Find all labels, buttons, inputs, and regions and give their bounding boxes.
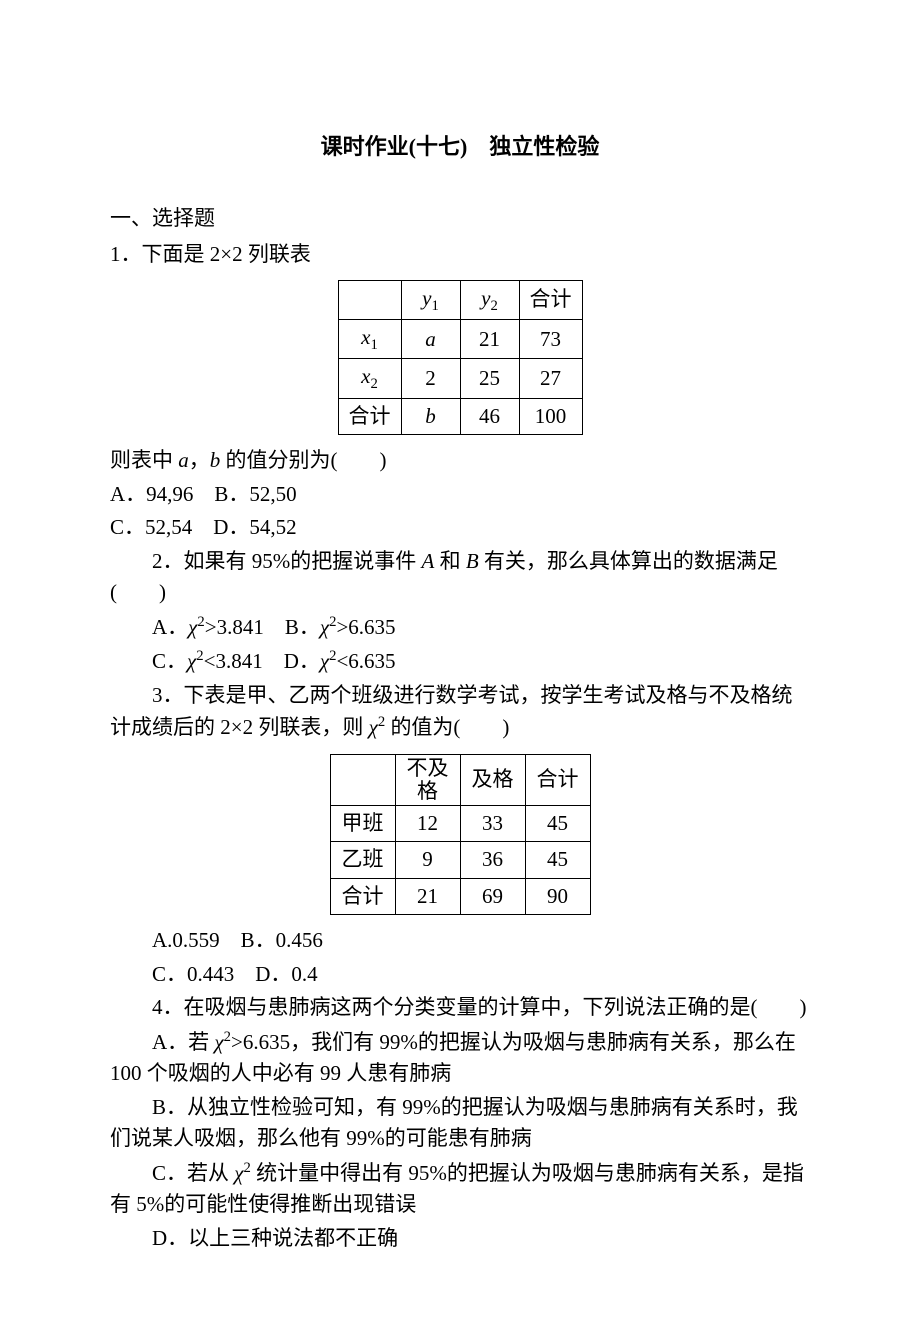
table-cell: 46: [460, 398, 519, 435]
table-cell: x2: [338, 359, 401, 398]
table-cell: y2: [460, 281, 519, 320]
q4-optB: B．从独立性检验可知，有 99%的把握认为吸烟与患肺病有关系时，我们说某人吸烟，…: [110, 1092, 810, 1155]
table-cell: [330, 754, 395, 805]
table-cell: 33: [460, 805, 525, 842]
table-cell: 合计: [330, 878, 395, 915]
table-cell: 及格: [460, 754, 525, 805]
table-cell: 乙班: [330, 842, 395, 879]
table-cell: 100: [519, 398, 582, 435]
table-cell: 2: [401, 359, 460, 398]
q1-table: y1 y2 合计 x1 a 21 73 x2 2 25 27 合计 b 46 1…: [338, 280, 583, 435]
table-cell: 甲班: [330, 805, 395, 842]
q2-options-ab: A．χ2>3.841 B．χ2>6.635: [110, 611, 810, 644]
q2-options-cd: C．χ2<3.841 D．χ2<6.635: [110, 645, 810, 678]
table-cell: b: [401, 398, 460, 435]
q4-optD: D．以上三种说法都不正确: [110, 1223, 810, 1255]
table-cell: 45: [525, 842, 590, 879]
table-cell: a: [401, 320, 460, 359]
q2-stem: 2．如果有 95%的把握说事件 A 和 B 有关，那么具体算出的数据满足( ): [110, 546, 810, 609]
q4-optA: A．若 χ2>6.635，我们有 99%的把握认为吸烟与患肺病有关系，那么在 1…: [110, 1026, 810, 1090]
table-cell: 36: [460, 842, 525, 879]
q3-stem: 3．下表是甲、乙两个班级进行数学考试，按学生考试及格与不及格统计成绩后的 2×2…: [110, 680, 810, 744]
table-cell: 69: [460, 878, 525, 915]
table-cell: x1: [338, 320, 401, 359]
table-cell: 不及格: [395, 754, 460, 805]
q4-optC: C．若从 χ2 统计量中得出有 95%的把握认为吸烟与患肺病有关系，是指有 5%…: [110, 1157, 810, 1221]
section-heading: 一、选择题: [110, 203, 810, 235]
table-cell: 27: [519, 359, 582, 398]
table-cell: 合计: [519, 281, 582, 320]
table-cell: 合计: [525, 754, 590, 805]
table-cell: 12: [395, 805, 460, 842]
q1-tail: 则表中 a，b 的值分别为( ): [110, 445, 810, 477]
q4-stem: 4．在吸烟与患肺病这两个分类变量的计算中，下列说法正确的是( ): [110, 992, 810, 1024]
table-cell: 9: [395, 842, 460, 879]
q3-options-ab: A.0.559 B．0.456: [110, 925, 810, 957]
table-cell: 21: [460, 320, 519, 359]
table-cell: 73: [519, 320, 582, 359]
q1-options-ab: A．94,96 B．52,50: [110, 479, 810, 511]
q3-options-cd: C．0.443 D．0.4: [110, 959, 810, 991]
table-cell: y1: [401, 281, 460, 320]
worksheet-title: 课时作业(十七) 独立性检验: [110, 130, 810, 163]
table-cell: 45: [525, 805, 590, 842]
q1-stem: 1．下面是 2×2 列联表: [110, 239, 810, 271]
table-cell: 90: [525, 878, 590, 915]
q3-table: 不及格 及格 合计 甲班 12 33 45 乙班 9 36 45 合计 21 6…: [330, 754, 591, 916]
q1-options-cd: C．52,54 D．54,52: [110, 512, 810, 544]
table-cell: 25: [460, 359, 519, 398]
table-cell: [338, 281, 401, 320]
table-cell: 21: [395, 878, 460, 915]
table-cell: 合计: [338, 398, 401, 435]
